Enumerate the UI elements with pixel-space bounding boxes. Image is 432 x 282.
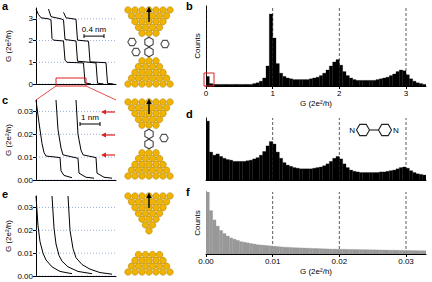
svg-text:0.01: 0.01 (17, 153, 33, 162)
svg-text:0.03: 0.03 (17, 107, 33, 116)
svg-text:2: 2 (337, 89, 342, 98)
svg-text:Counts: Counts (193, 33, 202, 58)
svg-text:0: 0 (29, 80, 34, 89)
svg-text:f: f (186, 186, 190, 198)
svg-text:c: c (2, 94, 8, 106)
svg-text:3: 3 (404, 89, 409, 98)
svg-text:G (2e²/h): G (2e²/h) (4, 220, 13, 252)
svg-text:N: N (393, 126, 399, 135)
svg-text:0.02: 0.02 (332, 257, 348, 266)
svg-text:0.00: 0.00 (198, 257, 214, 266)
svg-text:0.00: 0.00 (17, 272, 33, 281)
svg-text:1 nm: 1 nm (81, 113, 99, 122)
svg-text:0.4 nm: 0.4 nm (82, 25, 107, 34)
svg-text:2: 2 (29, 36, 34, 45)
svg-text:0.03: 0.03 (17, 203, 33, 212)
svg-text:Counts: Counts (193, 210, 202, 235)
svg-text:0: 0 (204, 89, 209, 98)
svg-text:0.03: 0.03 (398, 257, 414, 266)
svg-text:G (2e²/h): G (2e²/h) (4, 124, 13, 156)
svg-text:e: e (2, 188, 8, 200)
svg-text:0.01: 0.01 (265, 257, 281, 266)
svg-text:0.02: 0.02 (17, 226, 33, 235)
svg-text:a: a (2, 0, 9, 12)
svg-text:b: b (186, 0, 193, 12)
svg-text:3: 3 (29, 14, 34, 23)
svg-text:0.02: 0.02 (17, 130, 33, 139)
svg-text:d: d (186, 108, 193, 120)
svg-text:1: 1 (270, 89, 275, 98)
svg-text:N: N (349, 126, 355, 135)
svg-text:G (2e²/h): G (2e²/h) (300, 99, 332, 108)
svg-text:0.01: 0.01 (17, 249, 33, 258)
svg-text:G (2e²/h): G (2e²/h) (4, 30, 13, 62)
svg-text:G (2e²/h): G (2e²/h) (300, 267, 332, 276)
svg-text:0.00: 0.00 (17, 176, 33, 185)
svg-text:1: 1 (29, 58, 34, 67)
